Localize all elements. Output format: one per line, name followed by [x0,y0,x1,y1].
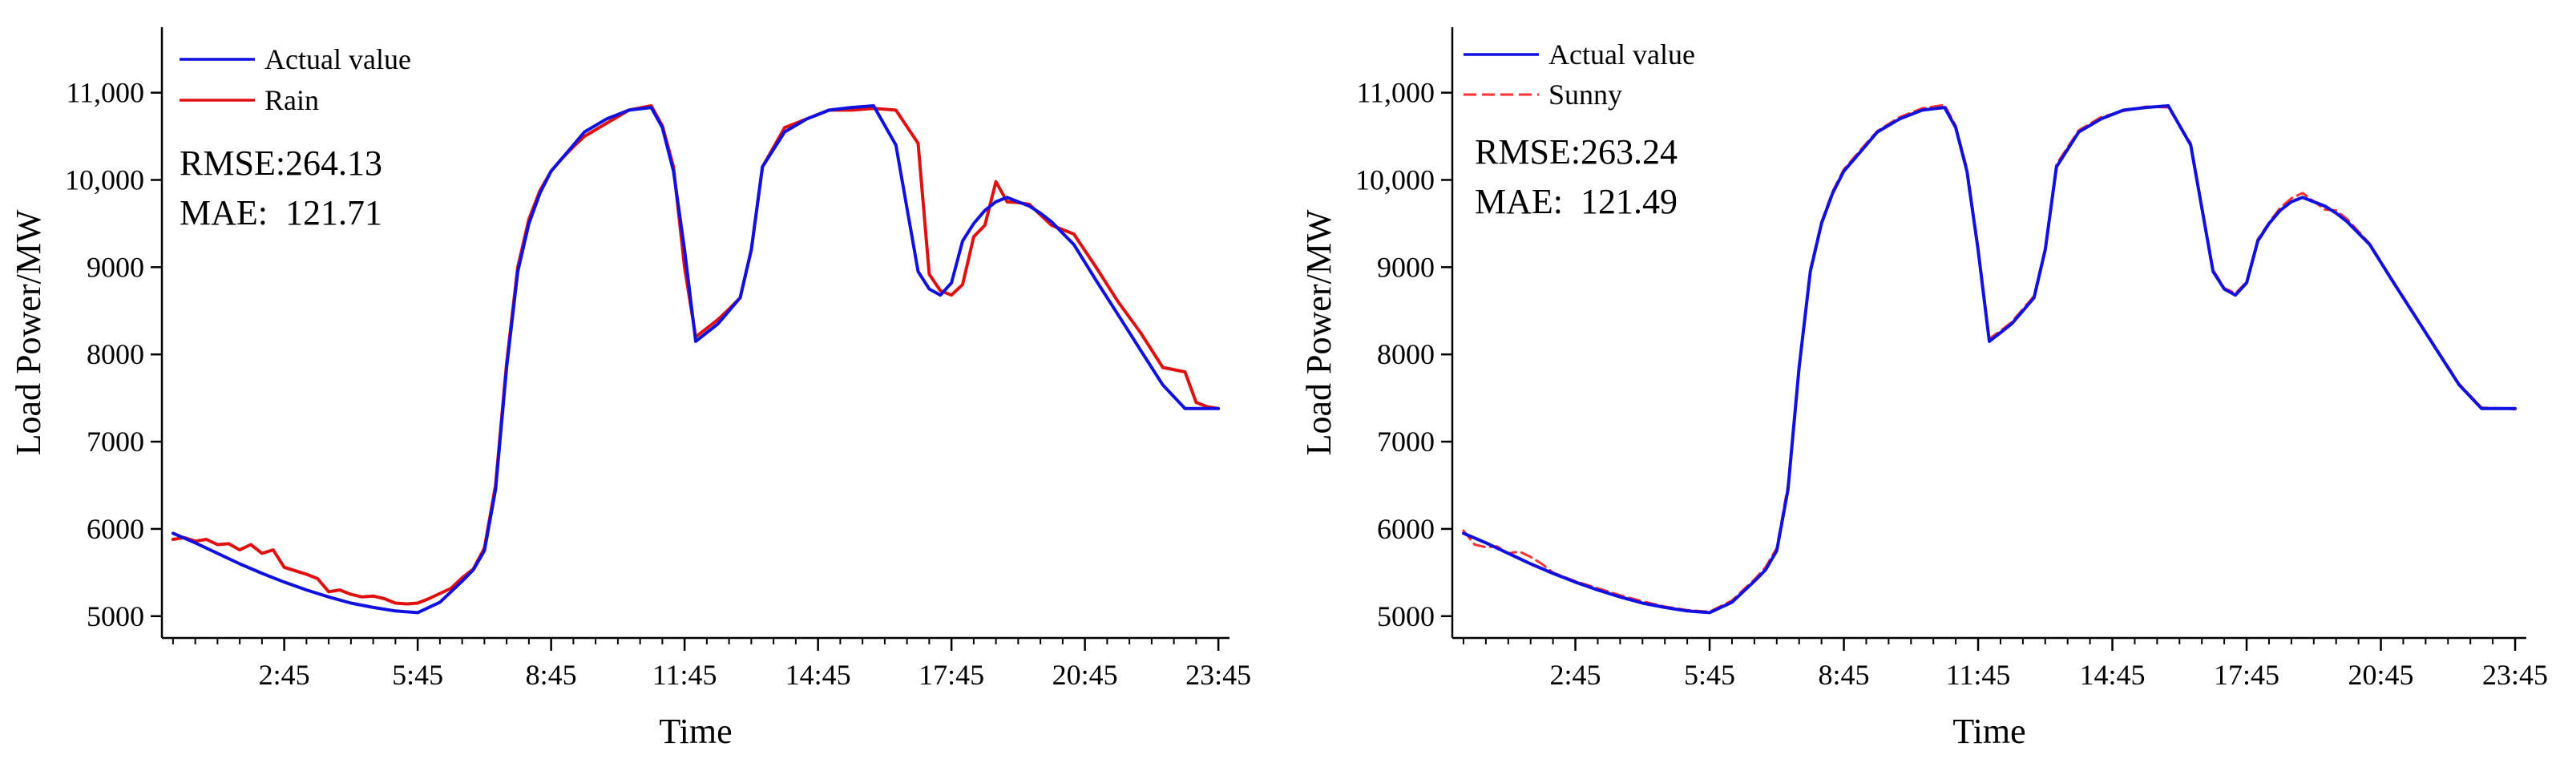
x-tick-label: 14:45 [2080,659,2146,691]
y-tick-label: 8000 [87,338,144,370]
series-line-sunny [1462,103,2517,613]
x-tick-label: 8:45 [526,659,577,691]
y-tick-label: 7000 [1377,426,1435,458]
series-group [171,104,1221,615]
x-tick-label: 11:45 [652,659,717,691]
y-tick-label: 5000 [1377,600,1435,632]
y-ticks: 5000 6000 7000 8000 9000 10,000 11,000 [65,77,162,632]
y-ticks: 5000 6000 7000 8000 9000 10,000 11,000 [1355,77,1452,632]
x-tick-label: 20:45 [2348,659,2414,691]
x-tick-label: 14:45 [785,659,851,691]
x-tick-label: 2:45 [259,659,310,691]
y-tick-label: 6000 [1377,513,1435,545]
x-axis-label: Time [659,712,732,751]
y-tick-label: 11,000 [1356,77,1435,109]
y-tick-label: 10,000 [65,164,144,196]
x-tick-label: 23:45 [2482,659,2548,691]
legend-label-actual: Actual value [1548,38,1695,71]
series-line-actual-value [171,104,1221,615]
x-tick-label: 17:45 [2214,659,2279,691]
y-axis-label: Load Power/MW [1299,209,1338,455]
x-tick-label: 17:45 [919,659,984,691]
x-tick-label: 20:45 [1052,659,1118,691]
y-tick-label: 11,000 [66,77,144,109]
y-tick-label: 10,000 [1355,164,1435,196]
x-tick-label: 5:45 [392,659,443,691]
y-tick-label: 5000 [87,600,144,632]
chart-sunny: 5000 6000 7000 8000 9000 10,000 11,000 2:45 5:4… [1299,27,2548,751]
series-line-actual-value [1462,104,2517,615]
y-tick-label: 8000 [1377,338,1435,370]
mae-label: MAE: 121.71 [180,193,382,232]
chart-rain: 5000 6000 7000 8000 9000 10,000 11,000 2:45 5:4… [9,27,1251,751]
rmse-label: RMSE:263.24 [1475,132,1678,172]
x-ticks: 2:45 5:45 8:45 11:45 14:45 17:45 20:45 23:45 [172,638,1251,691]
series-group [1462,103,2517,615]
x-tick-label: 2:45 [1550,659,1601,691]
legend: Actual value Rain [180,43,411,116]
y-tick-label: 9000 [87,251,144,283]
y-axis-label: Load Power/MW [9,209,48,455]
y-tick-label: 9000 [1377,251,1435,283]
x-axis-label: Time [1952,712,2025,751]
axes [1451,27,2526,640]
mae-label: MAE: 121.49 [1475,182,1678,221]
y-tick-label: 7000 [87,426,144,458]
x-tick-label: 5:45 [1684,659,1735,691]
x-tick-label: 11:45 [1946,659,2011,691]
x-ticks: 2:45 5:45 8:45 11:45 14:45 17:45 20:45 23:45 [1462,638,2548,691]
x-tick-label: 23:45 [1185,659,1251,691]
y-tick-label: 6000 [87,513,144,545]
axes [160,27,1229,640]
legend: Actual value Sunny [1464,38,1695,111]
legend-label-rain: Rain [264,84,319,116]
x-tick-label: 8:45 [1819,659,1870,691]
rmse-label: RMSE:264.13 [180,143,382,183]
legend-label-actual: Actual value [264,43,411,75]
legend-label-sunny: Sunny [1548,79,1622,111]
